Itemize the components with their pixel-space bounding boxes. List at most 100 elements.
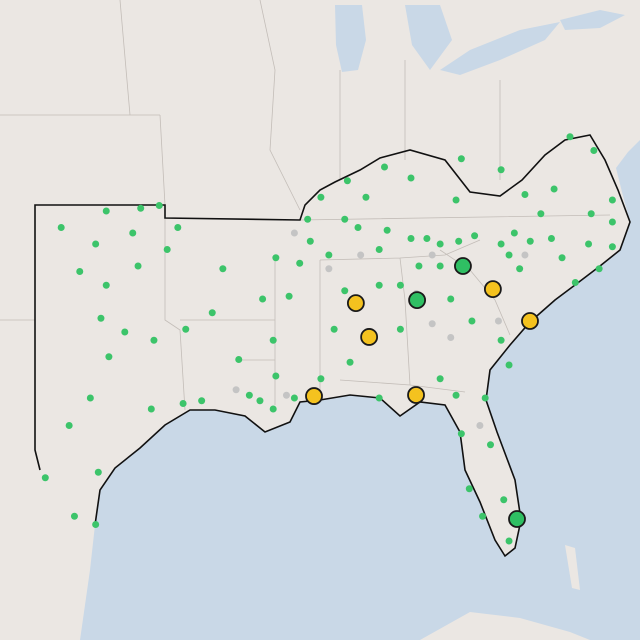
marker bbox=[134, 262, 142, 270]
marker bbox=[479, 512, 487, 520]
large-marker bbox=[508, 510, 526, 528]
marker bbox=[381, 163, 388, 171]
large-marker bbox=[483, 280, 502, 299]
marker bbox=[497, 336, 505, 344]
large-marker bbox=[408, 291, 426, 310]
marker bbox=[452, 196, 460, 204]
marker bbox=[447, 295, 455, 303]
marker bbox=[129, 229, 137, 237]
marker bbox=[282, 391, 290, 399]
marker bbox=[150, 336, 158, 344]
marker bbox=[487, 441, 494, 449]
marker bbox=[317, 375, 325, 383]
marker bbox=[272, 254, 280, 262]
marker bbox=[521, 191, 529, 198]
large-marker bbox=[360, 328, 379, 346]
marker bbox=[86, 394, 94, 402]
marker bbox=[558, 254, 566, 262]
lake bbox=[335, 5, 366, 72]
marker bbox=[147, 405, 155, 413]
marker bbox=[566, 133, 574, 141]
marker bbox=[608, 196, 616, 204]
marker bbox=[457, 155, 465, 163]
marker bbox=[304, 215, 312, 223]
marker bbox=[346, 358, 354, 366]
marker bbox=[407, 174, 415, 182]
marker bbox=[505, 537, 513, 545]
marker bbox=[521, 251, 529, 259]
marker bbox=[76, 268, 84, 275]
marker bbox=[137, 204, 145, 212]
lake bbox=[560, 10, 625, 30]
marker bbox=[102, 281, 110, 289]
lake bbox=[405, 5, 452, 70]
marker bbox=[97, 314, 105, 322]
marker bbox=[341, 287, 349, 295]
marker bbox=[383, 226, 391, 234]
marker bbox=[537, 210, 545, 218]
marker bbox=[550, 185, 558, 193]
region-outline bbox=[34, 134, 631, 558]
marker bbox=[296, 259, 304, 267]
marker bbox=[375, 246, 383, 253]
marker bbox=[587, 210, 595, 218]
marker bbox=[290, 394, 298, 402]
marker bbox=[595, 265, 603, 273]
lake bbox=[440, 22, 560, 75]
marker bbox=[500, 496, 508, 504]
marker bbox=[330, 325, 338, 333]
marker bbox=[259, 295, 267, 303]
marker bbox=[505, 251, 513, 259]
marker bbox=[269, 336, 277, 344]
marker bbox=[362, 193, 370, 201]
large-marker bbox=[346, 294, 365, 313]
marker bbox=[505, 361, 513, 369]
marker bbox=[245, 391, 253, 399]
marker bbox=[396, 281, 404, 289]
marker bbox=[590, 147, 598, 154]
marker bbox=[41, 474, 49, 482]
marker bbox=[354, 224, 362, 231]
marker bbox=[494, 317, 502, 325]
marker bbox=[343, 177, 351, 185]
marker bbox=[306, 237, 314, 245]
marker bbox=[272, 372, 280, 380]
marker bbox=[428, 320, 436, 328]
marker bbox=[232, 386, 240, 394]
marker bbox=[436, 375, 444, 383]
marker bbox=[476, 422, 484, 429]
marker bbox=[285, 292, 293, 300]
ocean bbox=[80, 140, 640, 640]
marker bbox=[174, 224, 182, 231]
marker bbox=[407, 235, 415, 242]
large-marker bbox=[305, 387, 323, 405]
marker bbox=[468, 317, 476, 325]
marker bbox=[92, 521, 100, 528]
marker bbox=[497, 240, 505, 248]
marker bbox=[375, 394, 383, 402]
marker bbox=[608, 243, 616, 251]
large-marker bbox=[521, 312, 539, 330]
marker bbox=[182, 325, 190, 333]
large-marker bbox=[407, 386, 425, 404]
marker bbox=[526, 237, 534, 245]
marker bbox=[92, 240, 100, 248]
marker bbox=[198, 397, 206, 405]
marker bbox=[608, 218, 616, 226]
marker bbox=[317, 193, 325, 201]
marker bbox=[471, 232, 479, 240]
marker bbox=[375, 281, 383, 289]
island bbox=[420, 612, 590, 640]
marker bbox=[510, 229, 518, 237]
marker bbox=[102, 207, 110, 215]
marker bbox=[235, 356, 243, 363]
marker bbox=[447, 334, 455, 341]
marker bbox=[455, 237, 463, 245]
marker bbox=[269, 405, 277, 413]
marker bbox=[585, 240, 593, 248]
marker bbox=[341, 215, 349, 223]
marker bbox=[465, 485, 473, 493]
marker bbox=[57, 224, 65, 231]
marker bbox=[94, 468, 102, 476]
